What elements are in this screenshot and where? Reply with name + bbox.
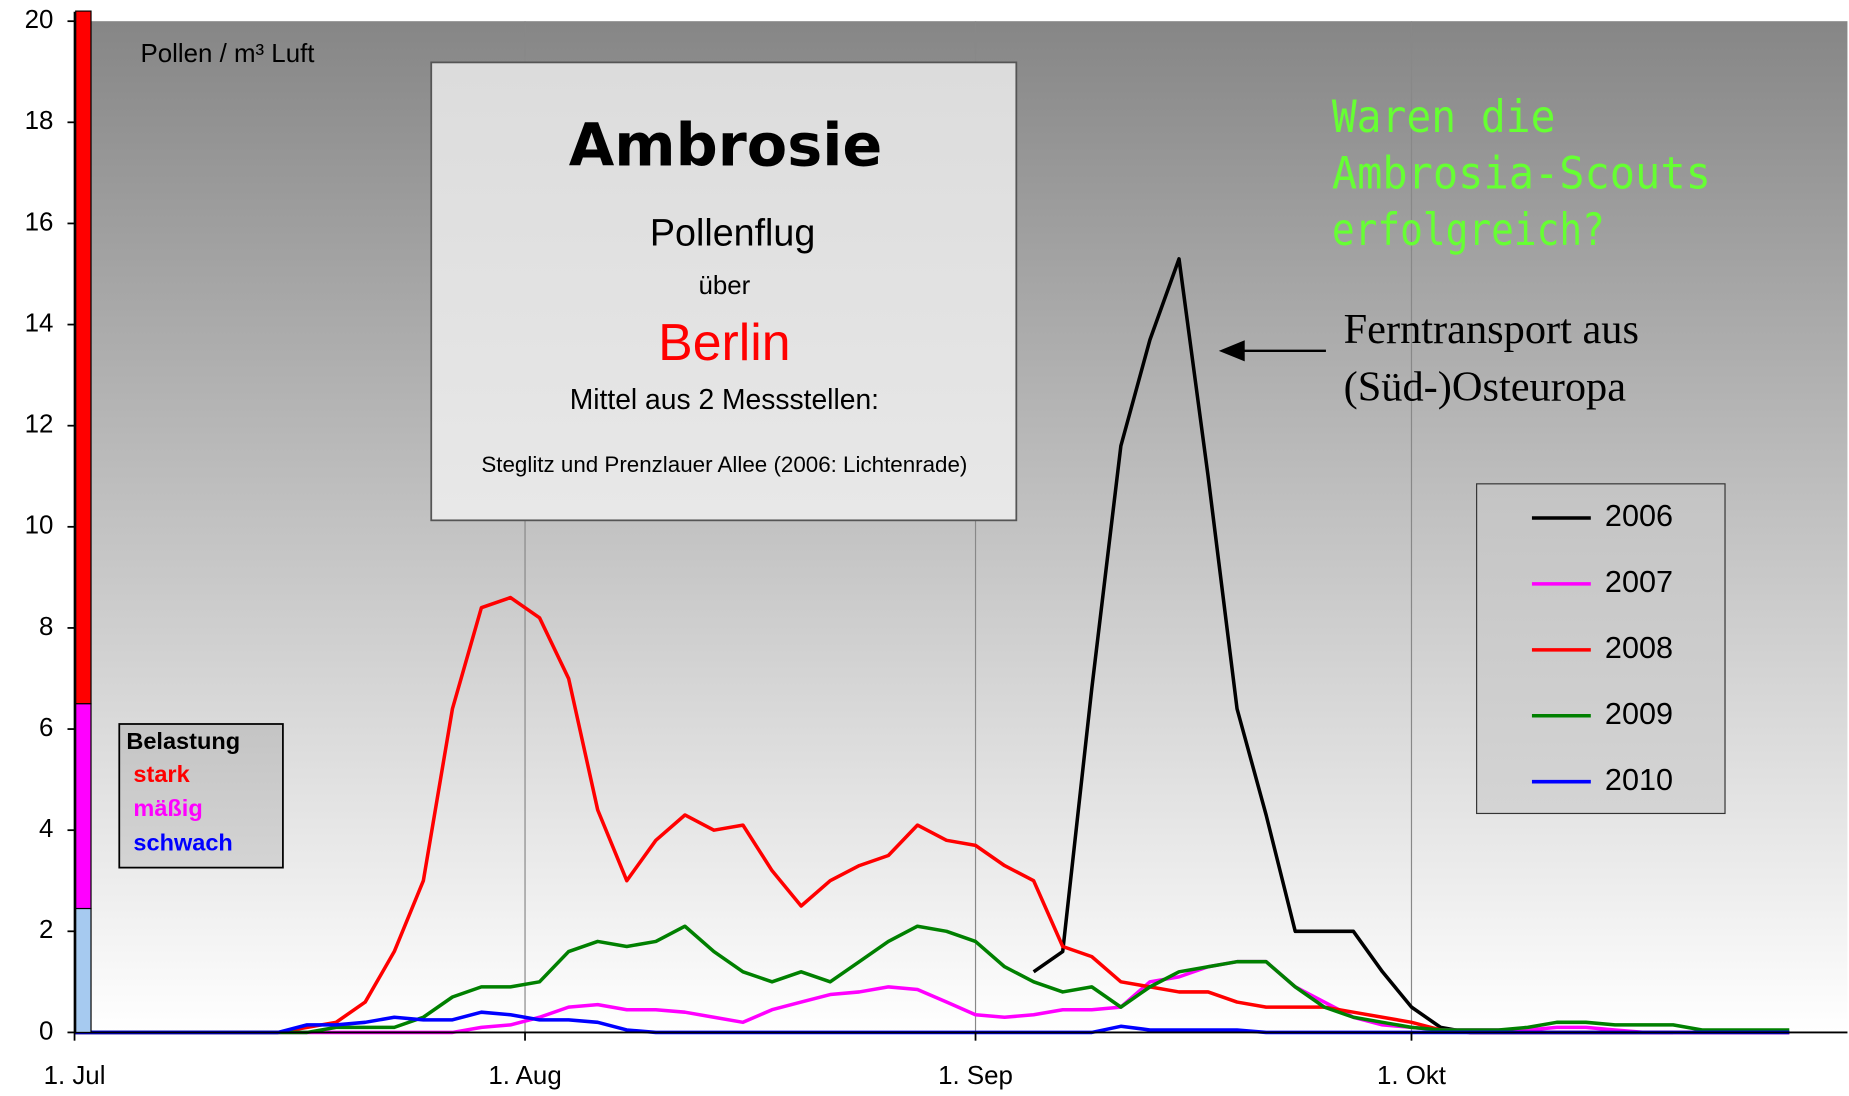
info-note: Mittel aus 2 Messstellen: [570, 383, 879, 415]
y-tick-label: 6 [39, 714, 53, 742]
info-title: Ambrosie [569, 111, 883, 180]
info-city: Berlin [658, 313, 790, 371]
x-tick-label: 1. Aug [488, 1062, 561, 1090]
y-tick-label: 16 [25, 208, 54, 236]
y-tick-label: 8 [39, 613, 53, 641]
series-line [74, 924, 1790, 1035]
legend-label: 2010 [1605, 763, 1673, 797]
y-tick-label: 12 [25, 411, 54, 439]
info-subtitle: Pollenflug [650, 211, 815, 253]
x-tick-label: 1. Jul [44, 1062, 106, 1090]
load-bar [75, 10, 92, 705]
annotation-question: erfolgreich? [1332, 203, 1605, 256]
y-tick-label: 18 [25, 107, 54, 135]
legend-label: 2006 [1605, 499, 1673, 533]
y-tick-label: 0 [39, 1017, 53, 1045]
load-level-label: mäßig [133, 795, 202, 821]
annotation-arrow-head [1218, 340, 1245, 362]
info-stations: Steglitz und Prenzlauer Allee (2006: Lic… [481, 452, 967, 477]
x-tick-label: 1. Okt [1377, 1062, 1446, 1090]
annotation-text: (Süd-)Osteuropa [1344, 364, 1627, 411]
legend-label: 2007 [1605, 565, 1673, 599]
load-level-label: stark [133, 761, 190, 787]
annotation-text: Ferntransport aus [1344, 306, 1639, 353]
legend-label: 2008 [1605, 631, 1673, 665]
y-tick-label: 4 [39, 815, 53, 843]
load-legend-title: Belastung [126, 728, 240, 754]
annotation-question: Waren die [1332, 90, 1556, 143]
info-box [430, 61, 1018, 522]
y-tick-label: 2 [39, 916, 53, 944]
load-level-label: schwach [133, 829, 232, 855]
annotation-question: Ambrosia-Scouts [1332, 147, 1711, 200]
load-bar [75, 907, 92, 1034]
y-axis-label: Pollen / m³ Luft [140, 40, 314, 68]
y-tick-label: 14 [25, 309, 54, 337]
y-tick-label: 10 [25, 512, 54, 540]
x-tick-label: 1. Sep [938, 1062, 1013, 1090]
load-legend-box [118, 723, 284, 869]
legend-label: 2009 [1605, 697, 1673, 731]
info-line: über [698, 272, 750, 300]
y-tick-label: 20 [25, 6, 54, 34]
load-bar [75, 703, 92, 910]
legend-box [1476, 483, 1726, 815]
